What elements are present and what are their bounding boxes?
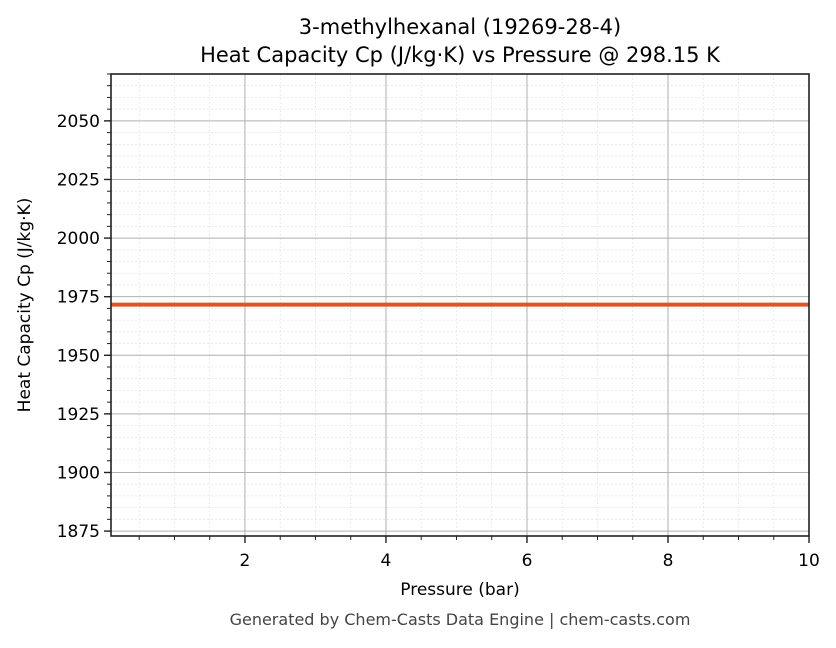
grid xyxy=(111,73,810,536)
plot-frame xyxy=(110,73,810,537)
x-tick-label: 8 xyxy=(663,551,674,571)
chart-subtitle: Heat Capacity Cp (J/kg·K) vs Pressure @ … xyxy=(200,43,721,67)
y-tick-label: 1900 xyxy=(57,463,100,483)
x-tick-label: 10 xyxy=(798,551,820,571)
y-tick-label: 2000 xyxy=(57,229,100,249)
footer-credit: Generated by Chem-Casts Data Engine | ch… xyxy=(230,610,691,629)
y-tick-label: 1875 xyxy=(57,522,100,542)
y-tick-label: 2050 xyxy=(57,112,100,132)
y-axis-label: Heat Capacity Cp (J/kg·K) xyxy=(15,198,35,413)
x-tick-label: 4 xyxy=(381,551,392,571)
y-tick-label: 1950 xyxy=(57,346,100,366)
chart-title: 3-methylhexanal (19269-28-4) xyxy=(299,15,621,39)
y-tick-label: 1925 xyxy=(57,405,100,425)
x-tick-label: 2 xyxy=(240,551,251,571)
x-tick-label: 6 xyxy=(522,551,533,571)
x-axis-label: Pressure (bar) xyxy=(400,580,519,600)
ticks: 2 4 6 8 10 1875 1900 1925 1950 1975 2000 2025 2050 xyxy=(57,73,820,571)
y-tick-label: 2025 xyxy=(57,170,100,190)
y-tick-label: 1975 xyxy=(57,288,100,308)
